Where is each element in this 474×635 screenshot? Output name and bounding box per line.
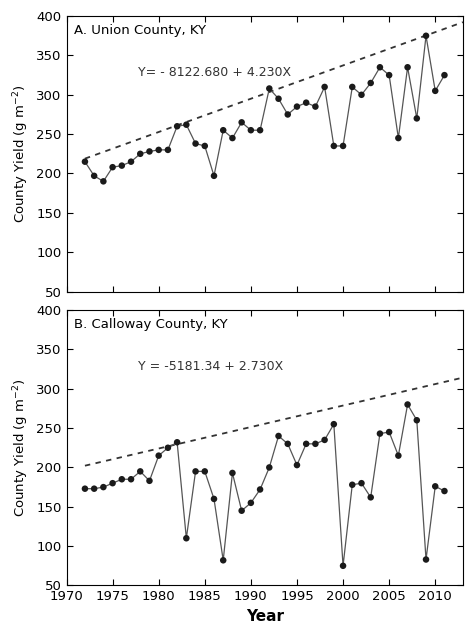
Point bbox=[348, 82, 356, 92]
Point bbox=[413, 415, 420, 425]
Point bbox=[265, 83, 273, 93]
Point bbox=[109, 478, 117, 488]
Point bbox=[238, 117, 246, 128]
Point bbox=[339, 561, 347, 571]
Point bbox=[275, 431, 283, 441]
Point bbox=[348, 479, 356, 490]
Point bbox=[228, 468, 236, 478]
Point bbox=[81, 484, 89, 494]
Text: Y= - 8122.680 + 4.230X: Y= - 8122.680 + 4.230X bbox=[138, 65, 291, 79]
Point bbox=[210, 171, 218, 181]
Point bbox=[431, 86, 439, 96]
Point bbox=[155, 145, 163, 155]
Point bbox=[118, 161, 126, 171]
Point bbox=[81, 157, 89, 167]
Point bbox=[385, 427, 393, 437]
Y-axis label: County Yield (g m$^{-2}$): County Yield (g m$^{-2}$) bbox=[11, 378, 31, 517]
Point bbox=[367, 78, 374, 88]
Point bbox=[394, 133, 402, 143]
X-axis label: Year: Year bbox=[246, 609, 284, 624]
Point bbox=[321, 82, 328, 92]
Point bbox=[413, 113, 420, 123]
Point bbox=[219, 125, 227, 135]
Point bbox=[302, 98, 310, 108]
Point bbox=[219, 555, 227, 565]
Point bbox=[293, 102, 301, 112]
Point bbox=[109, 162, 117, 172]
Point bbox=[404, 62, 411, 72]
Point bbox=[441, 70, 448, 80]
Point bbox=[311, 102, 319, 112]
Point bbox=[247, 498, 255, 508]
Point bbox=[146, 476, 153, 486]
Point bbox=[441, 486, 448, 496]
Point bbox=[228, 133, 236, 143]
Point bbox=[330, 141, 337, 151]
Point bbox=[118, 474, 126, 485]
Point bbox=[302, 439, 310, 449]
Point bbox=[100, 177, 107, 187]
Point bbox=[164, 443, 172, 453]
Point bbox=[284, 439, 292, 449]
Point bbox=[311, 439, 319, 449]
Point bbox=[321, 435, 328, 445]
Point bbox=[247, 125, 255, 135]
Point bbox=[173, 437, 181, 447]
Point bbox=[137, 149, 144, 159]
Point bbox=[376, 62, 384, 72]
Point bbox=[182, 533, 190, 544]
Point bbox=[256, 125, 264, 135]
Point bbox=[376, 429, 384, 439]
Point bbox=[422, 30, 430, 41]
Point bbox=[192, 138, 200, 149]
Point bbox=[192, 466, 200, 476]
Point bbox=[358, 90, 365, 100]
Text: Y = -5181.34 + 2.730X: Y = -5181.34 + 2.730X bbox=[138, 359, 283, 373]
Point bbox=[330, 419, 337, 429]
Point bbox=[100, 482, 107, 492]
Point bbox=[173, 121, 181, 131]
Point bbox=[238, 505, 246, 516]
Point bbox=[155, 451, 163, 461]
Point bbox=[137, 466, 144, 476]
Point bbox=[127, 157, 135, 167]
Point bbox=[256, 485, 264, 495]
Point bbox=[164, 145, 172, 155]
Point bbox=[284, 109, 292, 119]
Point bbox=[91, 484, 98, 494]
Point bbox=[293, 460, 301, 470]
Point bbox=[146, 147, 153, 157]
Point bbox=[265, 462, 273, 472]
Text: A. Union County, KY: A. Union County, KY bbox=[74, 24, 207, 37]
Point bbox=[367, 492, 374, 502]
Point bbox=[91, 171, 98, 181]
Point bbox=[431, 481, 439, 491]
Point bbox=[358, 478, 365, 488]
Point bbox=[385, 70, 393, 80]
Y-axis label: County Yield (g m$^{-2}$): County Yield (g m$^{-2}$) bbox=[11, 84, 31, 223]
Point bbox=[210, 494, 218, 504]
Point bbox=[394, 451, 402, 461]
Point bbox=[404, 399, 411, 410]
Point bbox=[201, 466, 209, 476]
Text: B. Calloway County, KY: B. Calloway County, KY bbox=[74, 318, 228, 331]
Point bbox=[339, 141, 347, 151]
Point bbox=[422, 554, 430, 565]
Point bbox=[182, 119, 190, 130]
Point bbox=[275, 93, 283, 104]
Point bbox=[127, 474, 135, 485]
Point bbox=[201, 141, 209, 151]
